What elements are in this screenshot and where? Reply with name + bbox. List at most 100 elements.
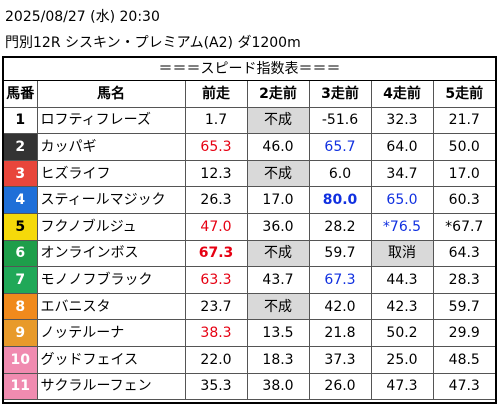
speed-index-cell: 13.5 (246, 319, 310, 347)
table-row: 2 カッパギ 65.3 46.0 65.7 64.0 50.0 (4, 133, 495, 161)
horse-name-cell: スティールマジック (36, 186, 186, 214)
speed-index-cell: 43.7 (246, 266, 310, 294)
speed-index-cell: 36.0 (246, 212, 310, 241)
horse-name-cell: モノノフブラック (36, 266, 186, 294)
horse-number-cell: 8 (4, 292, 38, 321)
speed-index-cell: 46.0 (246, 133, 310, 161)
speed-index-cell: 29.9 (432, 319, 495, 347)
speed-index-cell: 67.3 (184, 239, 248, 268)
speed-index-cell: 47.3 (432, 372, 495, 401)
horse-name-cell: ロフティフレーズ (36, 106, 186, 135)
horse-number-cell: 11 (4, 372, 38, 401)
horse-number-cell: 5 (4, 212, 38, 241)
column-header-name: 馬名 (36, 81, 186, 108)
table-header-row: 馬番 馬名 前走 2走前 3走前 4走前 5走前 (4, 81, 495, 108)
speed-index-cell: 42.0 (308, 292, 372, 321)
horse-number-cell: 3 (4, 159, 38, 188)
speed-index-cell: 65.0 (370, 186, 434, 214)
speed-index-cell: 26.0 (308, 372, 372, 401)
speed-index-cell: 50.0 (432, 133, 495, 161)
speed-index-cell: 不成 (246, 239, 310, 268)
column-header-last: 前走 (184, 81, 248, 108)
horse-name-cell: サクラルーフェン (36, 372, 186, 401)
speed-index-cell: 38.0 (246, 372, 310, 401)
column-header-2back: 2走前 (246, 81, 310, 108)
speed-index-cell: 不成 (246, 292, 310, 321)
speed-index-cell: 不成 (246, 159, 310, 188)
table-row: 6 オンラインボス 67.3 不成 59.7 取消 64.3 (4, 239, 495, 268)
speed-index-cell: 32.3 (370, 106, 434, 135)
header: 2025/08/27 (水) 20:30 門別12R シスキン・プレミアム(A2… (0, 0, 501, 56)
column-header-3back: 3走前 (308, 81, 372, 108)
race-datetime: 2025/08/27 (水) 20:30 (5, 9, 160, 25)
horse-name-cell: ノッテルーナ (36, 319, 186, 347)
speed-index-cell: 47.0 (184, 212, 248, 241)
speed-index-cell: *76.5 (370, 212, 434, 241)
speed-index-cell: 12.3 (184, 159, 248, 188)
column-header-number: 馬番 (4, 81, 38, 108)
horse-name-cell: エバニスタ (36, 292, 186, 321)
horse-name-cell: カッパギ (36, 133, 186, 161)
speed-index-cell: 25.0 (370, 345, 434, 374)
speed-index-cell: 17.0 (432, 159, 495, 188)
speed-index-cell: 48.5 (432, 345, 495, 374)
speed-index-cell: 28.2 (308, 212, 372, 241)
horse-name-cell: ヒズライフ (36, 159, 186, 188)
speed-index-cell: 21.8 (308, 319, 372, 347)
speed-index-cell: 65.7 (308, 133, 372, 161)
speed-index-cell: 28.3 (432, 266, 495, 294)
speed-index-cell: 26.3 (184, 186, 248, 214)
speed-index-cell: 取消 (370, 239, 434, 268)
horse-name-cell: オンラインボス (36, 239, 186, 268)
horse-number-cell: 4 (4, 186, 38, 214)
table-banner: ＝＝＝スピード指数表＝＝＝ (4, 58, 495, 81)
speed-index-cell: 50.2 (370, 319, 434, 347)
speed-index-cell: 34.7 (370, 159, 434, 188)
speed-index-table-frame: ＝＝＝スピード指数表＝＝＝ 馬番 馬名 前走 2走前 3走前 4走前 5走前 1… (2, 56, 497, 404)
horse-number-cell: 1 (4, 106, 38, 135)
speed-index-cell: *67.7 (432, 212, 495, 241)
speed-index-cell: 1.7 (184, 106, 248, 135)
speed-index-cell: 44.3 (370, 266, 434, 294)
column-header-4back: 4走前 (370, 81, 434, 108)
table-row: 1 ロフティフレーズ 1.7 不成 -51.6 32.3 21.7 (4, 106, 495, 135)
speed-index-cell: 67.3 (308, 266, 372, 294)
table-row: 3 ヒズライフ 12.3 不成 6.0 34.7 17.0 (4, 159, 495, 188)
speed-index-cell: 37.3 (308, 345, 372, 374)
speed-index-cell: 63.3 (184, 266, 248, 294)
speed-index-cell: 17.0 (246, 186, 310, 214)
race-title: 門別12R シスキン・プレミアム(A2) ダ1200m (5, 35, 301, 51)
speed-index-cell: 21.7 (432, 106, 495, 135)
table-row: 4 スティールマジック 26.3 17.0 80.0 65.0 60.3 (4, 186, 495, 214)
table-row: 7 モノノフブラック 63.3 43.7 67.3 44.3 28.3 (4, 266, 495, 294)
speed-index-cell: 23.7 (184, 292, 248, 321)
table-row: 8 エバニスタ 23.7 不成 42.0 42.3 59.7 (4, 292, 495, 321)
speed-index-cell: 59.7 (432, 292, 495, 321)
speed-index-cell: 不成 (246, 106, 310, 135)
speed-index-cell: 38.3 (184, 319, 248, 347)
horse-name-cell: フクノブルジュ (36, 212, 186, 241)
horse-number-cell: 9 (4, 319, 38, 347)
speed-index-cell: 42.3 (370, 292, 434, 321)
speed-index-cell: -51.6 (308, 106, 372, 135)
horse-name-cell: グッドフェイス (36, 345, 186, 374)
horse-number-cell: 10 (4, 345, 38, 374)
horse-number-cell: 2 (4, 133, 38, 161)
speed-index-cell: 47.3 (370, 372, 434, 401)
column-header-5back: 5走前 (432, 81, 495, 108)
speed-index-table: 馬番 馬名 前走 2走前 3走前 4走前 5走前 1 ロフティフレーズ 1.7 不成 -… (4, 81, 495, 401)
speed-index-cell: 64.3 (432, 239, 495, 268)
speed-index-cell: 80.0 (308, 186, 372, 214)
table-row: 10 グッドフェイス 22.0 18.3 37.3 25.0 48.5 (4, 345, 495, 374)
table-row: 9 ノッテルーナ 38.3 13.5 21.8 50.2 29.9 (4, 319, 495, 347)
speed-index-cell: 18.3 (246, 345, 310, 374)
table-row: 11 サクラルーフェン 35.3 38.0 26.0 47.3 47.3 (4, 372, 495, 401)
table-row: 5 フクノブルジュ 47.0 36.0 28.2 *76.5 *67.7 (4, 212, 495, 241)
speed-index-cell: 35.3 (184, 372, 248, 401)
horse-number-cell: 6 (4, 239, 38, 268)
speed-index-cell: 22.0 (184, 345, 248, 374)
speed-index-cell: 6.0 (308, 159, 372, 188)
speed-index-cell: 59.7 (308, 239, 372, 268)
speed-index-cell: 60.3 (432, 186, 495, 214)
speed-index-cell: 65.3 (184, 133, 248, 161)
